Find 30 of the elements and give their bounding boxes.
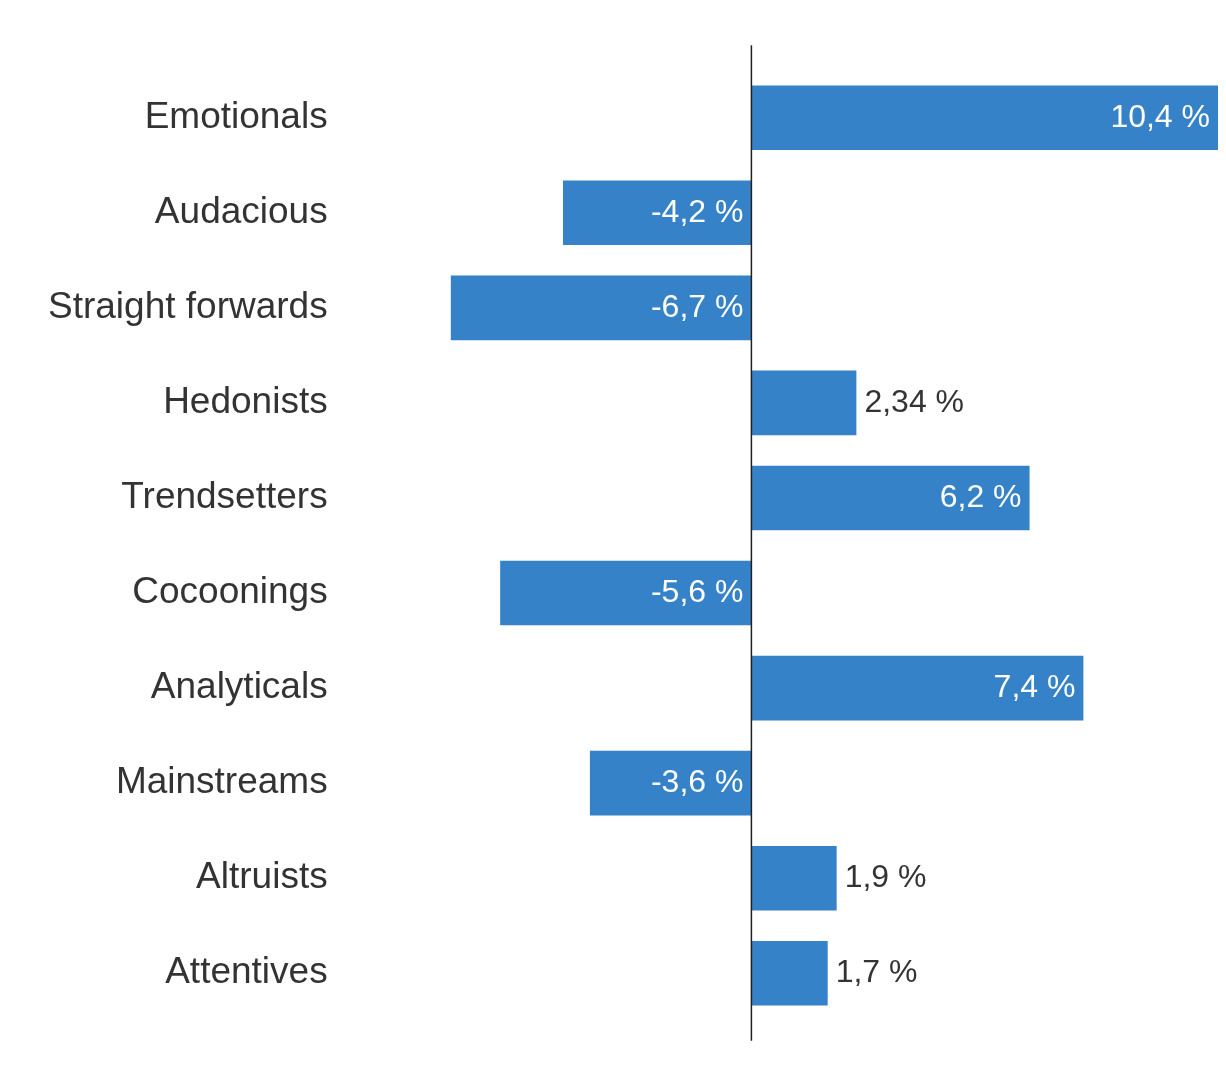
data-label: -5,6 % bbox=[650, 572, 744, 609]
data-label: -4,2 % bbox=[650, 192, 744, 229]
bar bbox=[500, 560, 752, 626]
bar bbox=[751, 940, 828, 1006]
bar bbox=[751, 465, 1030, 531]
data-label: 6,2 % bbox=[939, 477, 1022, 514]
data-label: -3,6 % bbox=[650, 762, 744, 799]
bar bbox=[450, 275, 752, 341]
bar bbox=[751, 655, 1084, 721]
y-tick-label: Cocoonings bbox=[132, 570, 328, 612]
y-tick-label: Straight forwards bbox=[48, 285, 328, 327]
y-tick-label: Mainstreams bbox=[115, 760, 328, 802]
data-label: 1,7 % bbox=[835, 953, 918, 990]
bar bbox=[751, 370, 857, 436]
data-label: 2,34 % bbox=[864, 382, 965, 419]
data-label: 10,4 % bbox=[1110, 97, 1210, 134]
data-label: 7,4 % bbox=[993, 667, 1076, 704]
bar bbox=[589, 750, 752, 816]
y-tick-label: Trendsetters bbox=[121, 475, 328, 517]
bar bbox=[562, 180, 752, 246]
y-tick-label: Audacious bbox=[154, 189, 328, 231]
y-tick-label: Altruists bbox=[196, 855, 328, 897]
y-tick-label: Emotionals bbox=[144, 94, 328, 136]
y-tick-label: Analyticals bbox=[150, 665, 328, 707]
bar bbox=[751, 85, 1218, 151]
data-label: -6,7 % bbox=[650, 287, 744, 324]
bar bbox=[751, 845, 837, 911]
data-label: 1,9 % bbox=[844, 858, 927, 895]
y-tick-label: Attentives bbox=[165, 950, 328, 992]
y-tick-label: Hedonists bbox=[163, 380, 328, 422]
